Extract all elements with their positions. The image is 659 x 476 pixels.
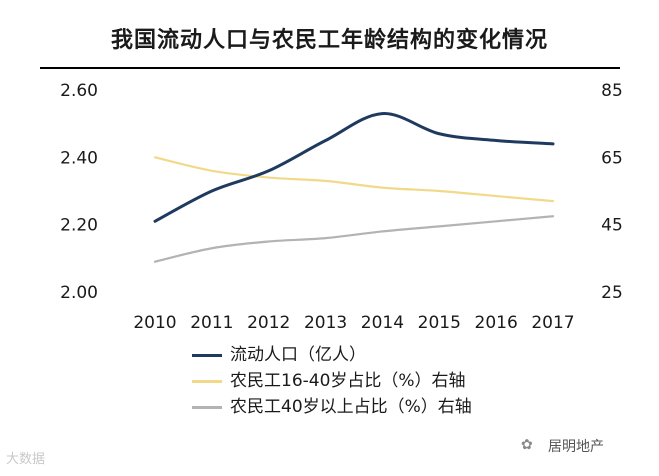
x-tick-label: 2017 [531,313,574,333]
legend-swatch [192,406,222,409]
y-right-tick-label: 45 [601,216,623,236]
x-tick-label: 2015 [418,313,461,333]
y-right-tick-label: 25 [601,283,623,303]
watermark-left: 大数据 [6,452,46,467]
y-left-tick-label: 2.60 [60,81,98,101]
y-right-tick-label: 85 [601,81,623,101]
line-chart: 2.60 2.40 2.20 2.00 85 65 45 25 2010 2011 2012 2013… [60,81,623,333]
y-left-tick-label: 2.40 [60,148,98,168]
x-tick-label: 2012 [247,313,290,333]
x-tick-label: 2016 [475,313,518,333]
legend-swatch [192,380,222,383]
title-divider [40,67,620,69]
x-tick-label: 2011 [190,313,233,333]
series-line-2 [153,215,555,263]
series-line-1 [153,156,555,203]
chart-title: 我国流动人口与农民工年龄结构的变化情况 [110,28,548,53]
x-tick-label: 2010 [133,313,176,333]
series-line-0 [153,112,555,223]
x-tick-label: 2013 [304,313,347,333]
y-left-tick-label: 2.00 [60,283,98,303]
legend-label: 农民工40岁以上占比（%）右轴 [230,397,472,417]
y-right-tick-label: 65 [601,148,623,168]
legend-label: 农民工16-40岁占比（%）右轴 [230,371,466,391]
x-tick-label: 2014 [361,313,404,333]
wechat-icon: ✿ [521,437,533,453]
legend-swatch [192,354,222,357]
legend-label: 流动人口（亿人） [230,345,366,365]
y-left-tick-label: 2.20 [60,216,98,236]
watermark-right: 居明地产 [548,439,604,455]
